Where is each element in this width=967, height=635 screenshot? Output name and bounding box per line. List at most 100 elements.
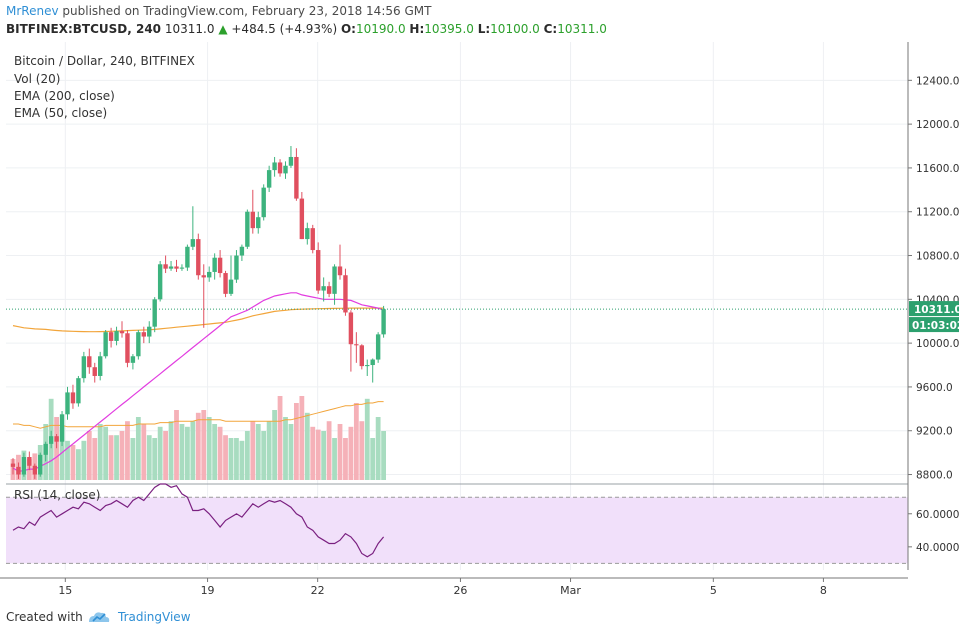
candle-body — [185, 246, 190, 268]
volume-bar — [119, 431, 125, 480]
candle-body — [359, 345, 364, 367]
volume-bar — [130, 438, 136, 480]
legend-ema200: EMA (200, close) — [14, 89, 115, 103]
low-label: L: — [477, 22, 491, 36]
candle-body — [38, 454, 43, 475]
candle-body — [316, 250, 321, 291]
open-label: O: — [340, 22, 356, 36]
price-chart[interactable]: RSI (14, close) 60.0000 40.0000 12400.0 120… — [0, 42, 967, 600]
high-value: 10395.0 — [424, 22, 474, 36]
author-link[interactable]: MrRenev — [6, 4, 59, 18]
symbol-label: BITFINEX:BTCUSD, 240 — [6, 22, 162, 36]
volume-bar — [364, 398, 370, 480]
volume-bar — [76, 449, 81, 480]
axes: 60.0000 40.0000 12400.0 12000.0 11600.0 11200… — [0, 42, 964, 597]
price-tick-label: 12000.0 — [916, 119, 959, 131]
volume-bar — [239, 440, 245, 480]
candle-body — [228, 279, 234, 294]
candle-body — [201, 275, 206, 278]
volume-bar — [174, 410, 179, 480]
candle-body — [337, 266, 343, 276]
candle-body — [59, 414, 65, 442]
price-tick-label: 9600.0 — [916, 382, 953, 394]
candle-body — [157, 264, 163, 300]
candle-body — [365, 365, 370, 367]
last-price-tag — [909, 301, 959, 317]
volume-bar — [97, 424, 103, 480]
time-tick-label: 26 — [453, 584, 467, 597]
volume-bar — [206, 417, 212, 480]
candle-body — [332, 266, 337, 294]
candle-body — [125, 333, 130, 363]
rsi-band — [6, 497, 908, 564]
volume-bar — [86, 431, 92, 480]
candle-body — [348, 312, 354, 345]
price-tick-label: 8800.0 — [916, 470, 953, 482]
last-price-tag-label: 10311.0 — [914, 304, 962, 316]
volume-bar — [283, 417, 288, 480]
candle-body — [119, 331, 125, 334]
candle-body — [21, 457, 27, 475]
candle-body — [321, 286, 326, 291]
volume-bar — [381, 431, 386, 480]
legend-ema50: EMA (50, close) — [14, 106, 107, 120]
candle-body — [207, 271, 212, 278]
time-tick-label: 5 — [710, 584, 717, 597]
footer: Created with TradingView — [0, 600, 967, 635]
candle-body — [130, 356, 136, 363]
chart-legend: Bitcoin / Dollar, 240, BITFINEX Vol (20)… — [14, 54, 195, 120]
candle-body — [223, 273, 228, 294]
rsi-tick-label: 60.0000 — [916, 509, 959, 521]
candle-body — [343, 275, 348, 313]
candle-body — [239, 246, 245, 256]
candle-body — [190, 239, 196, 247]
volume-bar — [266, 421, 272, 480]
volume-bar — [353, 403, 359, 480]
time-tick-label: Mar — [560, 584, 581, 597]
candle-body — [16, 466, 21, 475]
candle-body — [277, 162, 283, 174]
time-tick-label: 22 — [311, 584, 325, 597]
tradingview-brand-link[interactable]: TradingView — [118, 610, 191, 624]
rsi-line — [12, 483, 385, 558]
tradingview-logo-icon — [89, 612, 110, 622]
volume-bar — [152, 438, 158, 480]
volume-bar — [201, 410, 207, 480]
price-tick-label: 11600.0 — [916, 163, 959, 175]
volume-bar — [337, 424, 343, 480]
candle-body — [370, 359, 375, 366]
candle-body — [10, 463, 16, 467]
up-arrow-icon: ▲ — [218, 22, 228, 36]
open-value: 10190.0 — [355, 22, 406, 36]
legend-volume: Vol (20) — [14, 72, 60, 86]
candle-body — [48, 436, 54, 444]
volume-bar — [310, 426, 316, 480]
volume-bar — [217, 426, 223, 480]
candle-body — [217, 257, 223, 274]
candle-body — [375, 334, 381, 360]
volume-bar — [315, 429, 321, 480]
volume-bar — [348, 426, 354, 480]
volume-bar — [261, 431, 267, 480]
volume-bar — [370, 438, 376, 480]
candle-body — [299, 198, 305, 240]
volume-bar — [244, 431, 250, 480]
volume-bar — [108, 435, 114, 480]
volume-bar — [321, 431, 327, 480]
volume-bar — [359, 421, 365, 480]
candle-body — [272, 162, 277, 171]
volume-bar — [179, 424, 185, 480]
volume-bar — [54, 417, 59, 480]
volume-bar — [92, 438, 98, 480]
volume-bar — [163, 431, 168, 480]
candle-body — [152, 299, 157, 327]
candle-body — [168, 266, 174, 269]
low-value: 10100.0 — [490, 22, 540, 36]
volume-bar — [234, 438, 239, 480]
candle-body — [354, 344, 359, 346]
rsi-tick-label: 40.0000 — [916, 542, 959, 554]
candle-body — [266, 170, 272, 188]
candle-body — [147, 326, 152, 337]
volume-bar — [65, 440, 70, 480]
volume-bar — [146, 435, 152, 480]
